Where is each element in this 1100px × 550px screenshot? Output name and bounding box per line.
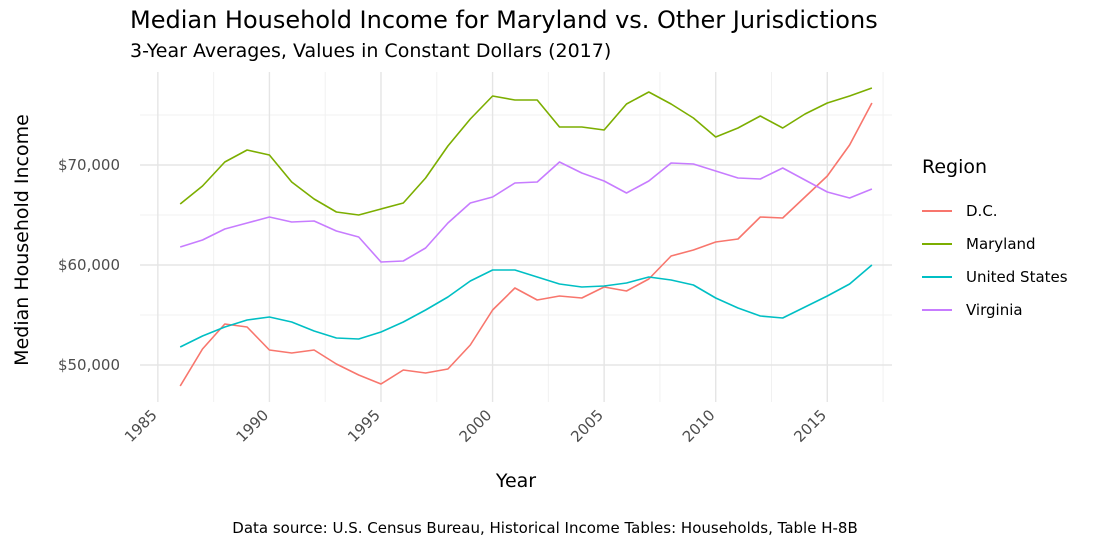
x-tick-label: 1995	[344, 406, 384, 446]
legend-item-virginia: Virginia	[922, 293, 1068, 326]
y-tick-label: $70,000	[58, 156, 120, 174]
legend-title: Region	[922, 156, 988, 178]
y-axis-label: Median Household Income	[11, 114, 33, 366]
x-tick-label: 1990	[233, 406, 273, 446]
legend-key-maryland	[922, 242, 952, 245]
legend: Region D.C. Maryland United States Virginia	[922, 156, 1068, 326]
y-tick-label: $50,000	[58, 356, 120, 374]
series-line-d-c	[179, 102, 873, 387]
legend-key-virginia	[922, 308, 952, 311]
chart-title: Median Household Income for Maryland vs.…	[130, 6, 878, 34]
legend-item-united-states: United States	[922, 260, 1068, 293]
legend-key-united-states	[922, 275, 952, 278]
x-tick-label: 1985	[121, 406, 161, 446]
data-source-caption: Data source: U.S. Census Bureau, Histori…	[232, 519, 858, 537]
y-tick-label: $60,000	[58, 256, 120, 274]
x-tick-labels: 1985 1990 1995 2000 2005 2010 2015	[121, 406, 830, 446]
major-gridlines	[140, 72, 892, 402]
x-tick-label: 2000	[456, 406, 496, 446]
chart-subtitle: 3-Year Averages, Values in Constant Doll…	[130, 40, 612, 62]
x-axis-label: Year	[495, 470, 537, 492]
minor-gridlines	[140, 72, 892, 402]
legend-item-maryland: Maryland	[922, 227, 1068, 260]
legend-label: Virginia	[966, 300, 1023, 319]
series-line-virginia	[179, 161, 873, 263]
x-tick-label: 2005	[567, 406, 607, 446]
legend-label: United States	[966, 267, 1068, 286]
legend-label: Maryland	[966, 234, 1036, 253]
series-line-maryland	[179, 87, 873, 216]
x-tick-label: 2010	[679, 406, 719, 446]
x-tick-label: 2015	[790, 406, 830, 446]
series-line-united-states	[179, 264, 873, 348]
y-tick-labels: $50,000 $60,000 $70,000	[58, 156, 120, 374]
legend-label: D.C.	[966, 201, 998, 220]
legend-item-d-c: D.C.	[922, 194, 1068, 227]
series-lines	[179, 87, 873, 387]
legend-key-d-c	[922, 209, 952, 212]
